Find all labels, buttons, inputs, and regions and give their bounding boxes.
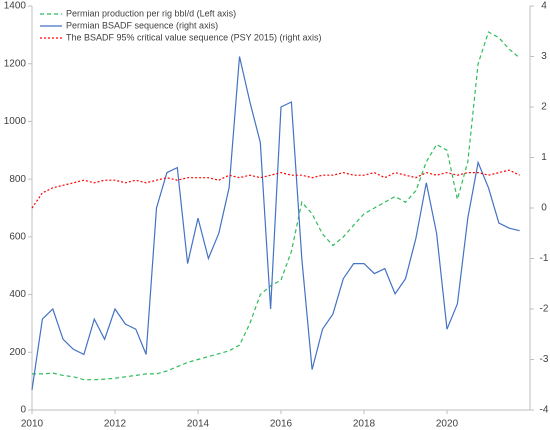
x-tick-label: 2010 (21, 419, 44, 430)
y2-tick-label: 3 (541, 51, 547, 62)
legend-label: Permian BSADF sequence (right axis) (66, 20, 218, 30)
legend-label: The BSADF 95% critical value sequence (P… (66, 32, 321, 42)
series-line (31, 56, 520, 390)
x-tick-label: 2016 (270, 419, 293, 430)
x-tick-label: 2018 (353, 419, 376, 430)
y-tick-label: 1000 (4, 116, 27, 127)
y-tick-label: 600 (9, 231, 26, 242)
y2-tick-label: -2 (540, 304, 549, 315)
y2-tick-label: -1 (540, 253, 549, 264)
y2-tick-label: 0 (541, 203, 547, 214)
y2-tick-label: 4 (541, 1, 547, 12)
legend-label: Permian production per rig bbl/d (Left a… (66, 8, 236, 18)
y-tick-label: 1400 (4, 1, 27, 12)
x-tick-label: 2014 (187, 419, 210, 430)
series-line (32, 31, 520, 381)
x-tick-label: 2020 (436, 419, 459, 430)
series-line (31, 169, 520, 209)
y-tick-label: 0 (20, 405, 26, 416)
y-tick-label: 200 (9, 347, 26, 358)
y2-tick-label: 1 (541, 152, 547, 163)
y-tick-label: 800 (9, 174, 26, 185)
y2-tick-label: 2 (541, 102, 547, 113)
y-tick-label: 400 (9, 289, 26, 300)
y-tick-label: 1200 (4, 58, 27, 69)
x-tick-label: 2012 (104, 419, 127, 430)
y2-tick-label: -3 (540, 354, 549, 365)
y2-tick-label: -4 (540, 405, 549, 416)
